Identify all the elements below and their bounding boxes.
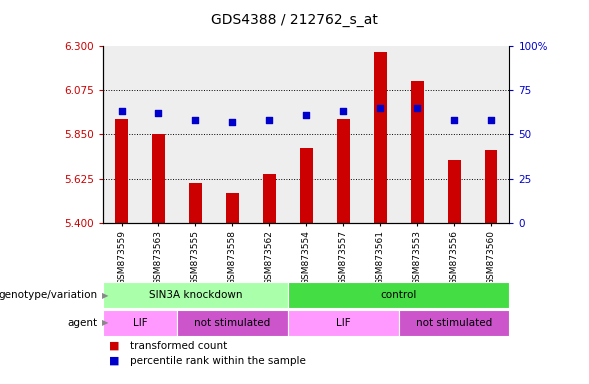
Point bbox=[154, 110, 163, 116]
Text: agent: agent bbox=[67, 318, 97, 328]
Bar bbox=[337, 119, 350, 223]
Text: genotype/variation: genotype/variation bbox=[0, 290, 97, 300]
Bar bbox=[436, 46, 472, 223]
Bar bbox=[177, 46, 214, 223]
Bar bbox=[115, 119, 128, 223]
Point bbox=[449, 117, 459, 123]
Bar bbox=[300, 148, 313, 223]
Bar bbox=[448, 160, 461, 223]
Bar bbox=[251, 46, 288, 223]
Bar bbox=[485, 150, 498, 223]
Bar bbox=[226, 193, 239, 223]
Bar bbox=[189, 184, 202, 223]
Bar bbox=[373, 52, 386, 223]
Point bbox=[487, 117, 496, 123]
Text: percentile rank within the sample: percentile rank within the sample bbox=[130, 356, 306, 366]
Point bbox=[375, 105, 385, 111]
Point bbox=[117, 108, 126, 114]
Text: ▶: ▶ bbox=[102, 291, 108, 300]
Text: control: control bbox=[380, 290, 417, 300]
Text: transformed count: transformed count bbox=[130, 341, 227, 351]
Point bbox=[264, 117, 274, 123]
Text: not stimulated: not stimulated bbox=[416, 318, 492, 328]
Text: SIN3A knockdown: SIN3A knockdown bbox=[148, 290, 242, 300]
Bar bbox=[411, 81, 423, 223]
Bar bbox=[152, 134, 165, 223]
Bar bbox=[214, 46, 251, 223]
Text: LIF: LIF bbox=[133, 318, 147, 328]
Bar bbox=[325, 46, 362, 223]
Bar bbox=[140, 46, 177, 223]
Bar bbox=[103, 46, 140, 223]
Text: ■: ■ bbox=[109, 356, 120, 366]
Text: ▶: ▶ bbox=[102, 318, 108, 328]
Text: LIF: LIF bbox=[336, 318, 350, 328]
Text: ■: ■ bbox=[109, 341, 120, 351]
Point bbox=[228, 119, 237, 125]
Bar bbox=[399, 46, 436, 223]
Bar bbox=[362, 46, 399, 223]
Point bbox=[339, 108, 348, 114]
Point bbox=[412, 105, 422, 111]
Text: not stimulated: not stimulated bbox=[194, 318, 270, 328]
Bar bbox=[288, 46, 325, 223]
Point bbox=[302, 112, 311, 118]
Point bbox=[191, 117, 200, 123]
Bar bbox=[263, 174, 276, 223]
Text: GDS4388 / 212762_s_at: GDS4388 / 212762_s_at bbox=[211, 13, 378, 27]
Bar bbox=[472, 46, 509, 223]
